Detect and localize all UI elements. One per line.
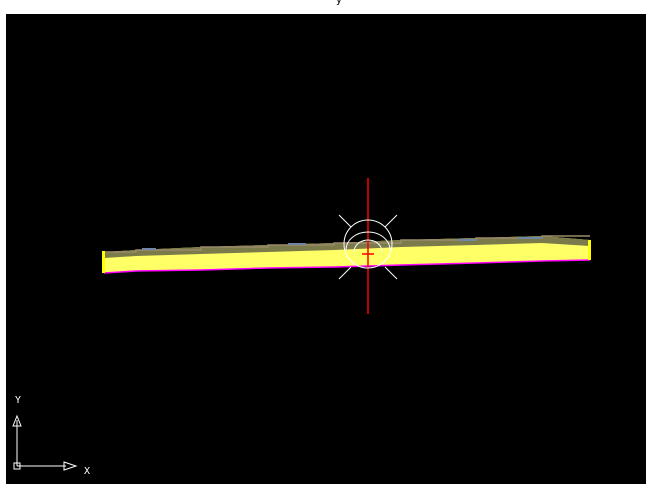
ucs-x-label: X: [84, 466, 91, 477]
beam-left-end-cap: [102, 251, 105, 273]
window-title-strip: y: [0, 0, 646, 14]
ucs-icon: [12, 414, 78, 471]
model-space-canvas[interactable]: [6, 14, 646, 484]
target-spoke-ur: [384, 214, 398, 228]
beam-right-end-cap: [588, 240, 591, 260]
drawing-viewport[interactable]: Y X: [6, 14, 646, 484]
beam-top-edge: [104, 236, 590, 258]
target-dome: [345, 231, 391, 251]
target-circle-outer: [343, 219, 393, 269]
target-spoke-ul: [338, 214, 352, 228]
beam-bottom-edge: [103, 259, 591, 274]
ucs-y-label: Y: [15, 395, 22, 406]
target-spoke-ll: [338, 266, 352, 280]
target-spoke-lr: [384, 266, 398, 280]
beam-top-steps: [104, 235, 590, 253]
beam-top-markers: [142, 237, 542, 250]
cursor-crosshair: [338, 178, 398, 314]
target-dome-inner: [353, 239, 383, 253]
beam-body: [104, 236, 590, 273]
beam-model[interactable]: [102, 235, 591, 274]
window-title-fragment: y: [336, 0, 343, 6]
